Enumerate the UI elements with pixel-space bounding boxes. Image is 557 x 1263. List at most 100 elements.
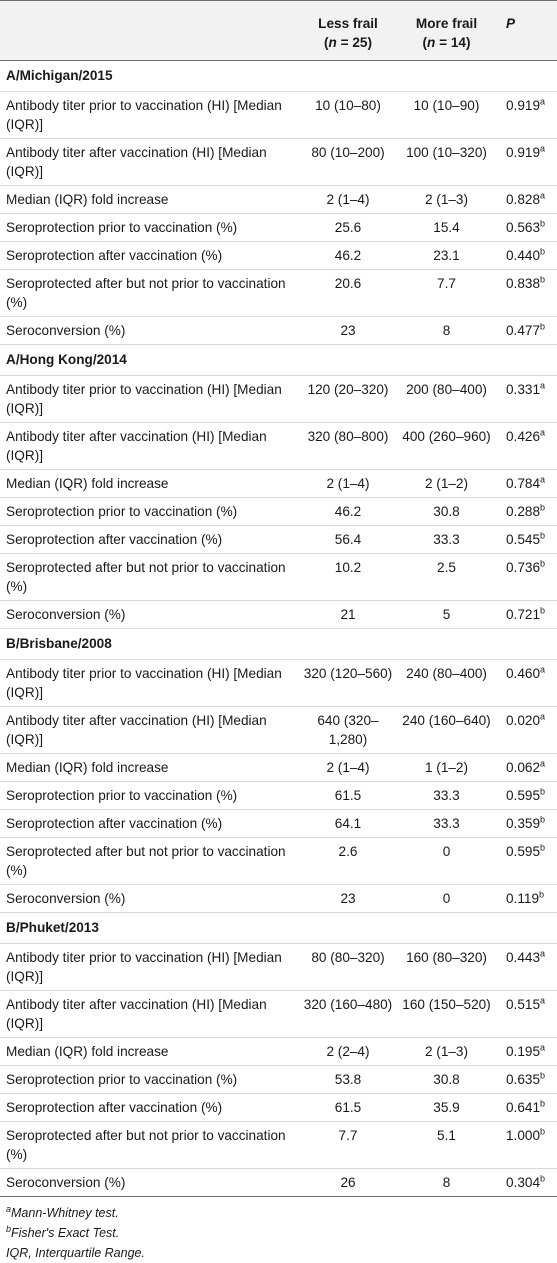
table-row: Seroconversion (%) 23 0 0.119b xyxy=(0,884,557,913)
table-row: Seroprotected after but not prior to vac… xyxy=(0,837,557,885)
table-row: Seroprotected after but not prior to vac… xyxy=(0,1121,557,1169)
header-more-frail: More frail (n = 14) xyxy=(397,1,496,61)
footnote-marker: b xyxy=(6,1223,12,1234)
p-value: 0.545 xyxy=(506,532,541,547)
table-row: Seroprotection prior to vaccination (%) 2… xyxy=(0,213,557,242)
table-row: Median (IQR) fold increase 2 (1–4) 2 (1–3)… xyxy=(0,185,557,214)
less-frail-value: 56.4 xyxy=(299,525,397,554)
row-label: Antibody titer after vaccination (HI) [M… xyxy=(0,422,299,470)
p-value-cell: 0.635b xyxy=(496,1065,557,1094)
results-table: Less frail (n = 25) More frail (n = 14) … xyxy=(0,0,557,1197)
p-value-footnote-marker: b xyxy=(540,218,546,229)
less-frail-value: 2 (2–4) xyxy=(299,1037,397,1066)
row-label: Seroprotected after but not prior to vac… xyxy=(0,1121,299,1169)
footnote-text: IQR, Interquartile Range. xyxy=(6,1246,145,1260)
p-value-footnote-marker: b xyxy=(540,1070,546,1081)
section-title: B/Brisbane/2008 xyxy=(0,628,557,660)
less-frail-value: 61.5 xyxy=(299,781,397,810)
p-value-footnote-marker: b xyxy=(540,1098,546,1109)
less-frail-value: 20.6 xyxy=(299,269,397,317)
section-title: A/Hong Kong/2014 xyxy=(0,344,557,376)
p-value: 0.828 xyxy=(506,192,541,207)
table-row: Seroconversion (%) 23 8 0.477b xyxy=(0,316,557,345)
row-label: Antibody titer prior to vaccination (HI)… xyxy=(0,943,299,991)
p-value-footnote-marker: a xyxy=(540,96,546,107)
table-row: Seroprotection prior to vaccination (%) 6… xyxy=(0,781,557,810)
p-value: 0.288 xyxy=(506,504,541,519)
p-value-cell: 0.563b xyxy=(496,213,557,242)
p-value-cell: 0.119b xyxy=(496,884,557,913)
less-frail-value: 7.7 xyxy=(299,1121,397,1169)
p-value-cell: 0.426a xyxy=(496,422,557,470)
p-value: 0.119 xyxy=(506,891,540,906)
p-value: 0.195 xyxy=(506,1044,541,1059)
p-value: 0.426 xyxy=(506,429,541,444)
p-value-footnote-marker: b xyxy=(540,558,546,569)
p-value: 0.919 xyxy=(506,98,541,113)
less-frail-value: 61.5 xyxy=(299,1093,397,1122)
p-value-footnote-marker: b xyxy=(540,502,546,513)
less-frail-value: 26 xyxy=(299,1168,397,1197)
table-row: Antibody titer prior to vaccination (HI)… xyxy=(0,659,557,707)
p-value-cell: 0.736b xyxy=(496,553,557,601)
table-row: Seroprotection after vaccination (%) 61.5… xyxy=(0,1093,557,1122)
less-frail-value: 2 (1–4) xyxy=(299,185,397,214)
table-row: Antibody titer prior to vaccination (HI)… xyxy=(0,91,557,139)
footnote-marker: a xyxy=(6,1203,12,1214)
p-value: 0.595 xyxy=(506,788,541,803)
table-row: Antibody titer after vaccination (HI) [M… xyxy=(0,422,557,470)
less-frail-value: 320 (80–800) xyxy=(299,422,397,470)
table-row: Seroprotection after vaccination (%) 56.4… xyxy=(0,525,557,554)
p-value: 0.641 xyxy=(506,1100,541,1115)
p-value-cell: 0.477b xyxy=(496,316,557,345)
table-row: Antibody titer prior to vaccination (HI)… xyxy=(0,943,557,991)
more-frail-value: 0 xyxy=(397,884,496,913)
more-frail-value: 8 xyxy=(397,316,496,345)
table-row: Seroconversion (%) 26 8 0.304b xyxy=(0,1168,557,1197)
p-value-cell: 0.440b xyxy=(496,241,557,270)
more-frail-value: 2 (1–2) xyxy=(397,469,496,498)
p-value-footnote-marker: a xyxy=(540,380,546,391)
more-frail-value: 10 (10–90) xyxy=(397,91,496,139)
p-value-cell: 0.020a xyxy=(496,706,557,754)
table-row: Seroprotection prior to vaccination (%) 4… xyxy=(0,497,557,526)
less-frail-value: 120 (20–320) xyxy=(299,375,397,423)
row-label: Seroprotected after but not prior to vac… xyxy=(0,553,299,601)
p-value-cell: 0.443a xyxy=(496,943,557,991)
p-value: 0.020 xyxy=(506,713,541,728)
row-label: Seroprotection prior to vaccination (%) xyxy=(0,1065,299,1094)
p-value-cell: 0.838b xyxy=(496,269,557,317)
p-value: 0.838 xyxy=(506,276,541,291)
more-frail-value: 240 (80–400) xyxy=(397,659,496,707)
more-frail-value: 400 (260–960) xyxy=(397,422,496,470)
row-label: Antibody titer prior to vaccination (HI)… xyxy=(0,91,299,139)
p-value-footnote-marker: b xyxy=(540,842,546,853)
footnote: aMann-Whitney test. xyxy=(6,1203,551,1223)
row-label: Seroprotection prior to vaccination (%) xyxy=(0,213,299,242)
more-frail-value: 33.3 xyxy=(397,809,496,838)
p-value-cell: 0.919a xyxy=(496,91,557,139)
footnote-text: Fisher's Exact Test. xyxy=(11,1226,120,1240)
p-value-cell: 0.359b xyxy=(496,809,557,838)
row-label: Antibody titer after vaccination (HI) [M… xyxy=(0,138,299,186)
p-value-footnote-marker: b xyxy=(539,889,545,900)
less-frail-value: 80 (80–320) xyxy=(299,943,397,991)
more-frail-value: 200 (80–400) xyxy=(397,375,496,423)
table-row: Median (IQR) fold increase 2 (1–4) 2 (1–2)… xyxy=(0,469,557,498)
p-value-footnote-marker: a xyxy=(540,948,546,959)
p-value: 0.331 xyxy=(506,382,541,397)
table-row: Antibody titer after vaccination (HI) [M… xyxy=(0,138,557,186)
p-value-cell: 0.641b xyxy=(496,1093,557,1122)
less-frail-value: 10 (10–80) xyxy=(299,91,397,139)
p-value-footnote-marker: b xyxy=(540,321,546,332)
p-value-cell: 0.721b xyxy=(496,600,557,629)
more-frail-value: 30.8 xyxy=(397,497,496,526)
table-row: Seroprotected after but not prior to vac… xyxy=(0,553,557,601)
p-value-footnote-marker: b xyxy=(540,786,546,797)
row-label: Seroconversion (%) xyxy=(0,600,299,629)
p-value: 0.595 xyxy=(506,844,541,859)
row-label: Seroprotection after vaccination (%) xyxy=(0,1093,299,1122)
less-frail-value: 64.1 xyxy=(299,809,397,838)
more-frail-value: 2 (1–3) xyxy=(397,185,496,214)
